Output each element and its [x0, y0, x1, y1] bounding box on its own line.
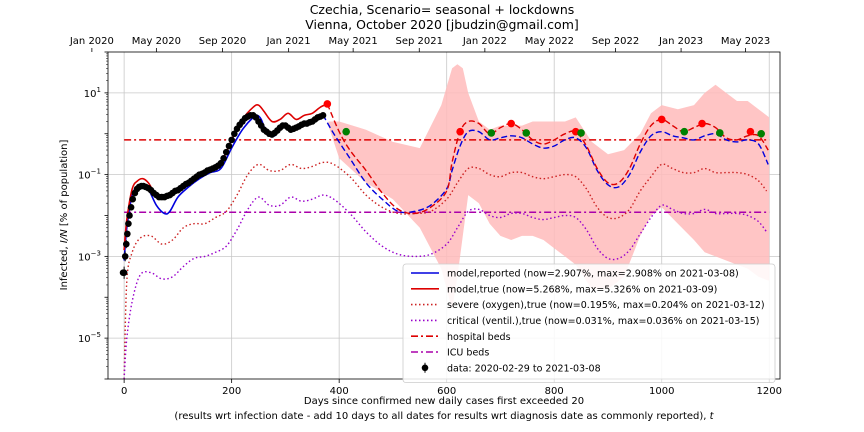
- legend-label: severe (oxygen),true (now=0.195%, max=0.…: [447, 300, 765, 311]
- top-tick-label: May 2022: [525, 36, 574, 47]
- y-tick-label: 10−5: [78, 331, 101, 345]
- max-marker: [456, 127, 464, 136]
- data-point: [319, 112, 327, 119]
- series-line-0: [123, 114, 324, 261]
- x-axis-label: Days since confirmed new daily cases fir…: [304, 396, 584, 407]
- max-marker: [698, 119, 706, 128]
- data-point: [121, 253, 129, 260]
- data-point: [129, 195, 137, 203]
- top-tick-label: Jan 2021: [266, 36, 311, 47]
- data-point: [231, 130, 238, 138]
- top-tick-label: Sep 2021: [396, 36, 443, 47]
- top-tick-label: Jan 2022: [462, 36, 507, 47]
- data-point: [126, 212, 133, 219]
- max-marker: [507, 119, 515, 128]
- data-point: [125, 220, 132, 227]
- x-tick-label: 600: [437, 386, 456, 397]
- x-tick-label: 400: [330, 386, 349, 397]
- top-tick-label: May 2023: [721, 36, 770, 47]
- max-marker: [657, 115, 666, 124]
- min-marker: [680, 127, 689, 136]
- min-marker: [757, 129, 765, 138]
- legend-box: [402, 263, 776, 383]
- legend-label: hospital beds: [447, 332, 511, 343]
- x-axis-label-note: (results wrt infection date - add 10 day…: [174, 411, 714, 422]
- legend-label: model,true (now=5.268%, max=5.326% on 20…: [447, 284, 717, 295]
- y-tick-label: 10−1: [78, 168, 101, 182]
- data-point: [124, 230, 131, 238]
- top-tick-label: Sep 2022: [592, 36, 639, 47]
- series-line-4: [322, 114, 769, 214]
- data-point-outlier: [119, 269, 127, 277]
- legend-label: critical (ventil.),true (now=0.031%, max…: [447, 316, 760, 327]
- top-tick-label: May 2020: [132, 36, 181, 47]
- x-tick-label: 0: [121, 386, 127, 397]
- max-marker: [323, 100, 332, 108]
- min-marker: [715, 129, 724, 137]
- x-tick-label: 1200: [757, 386, 782, 397]
- legend-label: data: 2020-02-29 to 2021-03-08: [447, 363, 601, 374]
- y-axis-label: Infected, I/N [% of population]: [59, 140, 70, 291]
- top-tick-label: May 2021: [328, 36, 377, 47]
- chart-subtitle: Vienna, October 2020 [jbudzin@gmail.com]: [305, 17, 579, 32]
- data-point: [222, 148, 230, 156]
- legend-label: ICU beds: [447, 348, 489, 359]
- legend: model,reported (now=2.907%, max=2.908% o…: [402, 263, 776, 383]
- data-point: [127, 204, 135, 211]
- x-tick-label: 200: [222, 386, 241, 397]
- y-tick-label: 10−3: [78, 249, 101, 263]
- data-point: [228, 136, 235, 144]
- min-marker: [522, 129, 531, 137]
- data-point: [225, 142, 233, 150]
- uncertainty-band: [328, 64, 770, 310]
- data-point: [220, 154, 227, 162]
- top-tick-label: Sep 2020: [199, 36, 246, 47]
- y-tick-label: 101: [84, 86, 101, 100]
- data-point: [122, 240, 130, 248]
- series-line-2: [123, 161, 768, 379]
- min-marker: [342, 127, 350, 136]
- x-tick-label: 800: [545, 386, 564, 397]
- y-axis: 10−5 10−3 10−1 101: [78, 51, 108, 380]
- top-tick-label: Jan 2020: [69, 36, 114, 47]
- x-tick-label: 1000: [649, 386, 674, 397]
- top-tick-label: Jan 2023: [658, 36, 703, 47]
- grid: [108, 52, 780, 379]
- plot-area: [119, 64, 770, 379]
- series-line-3: [123, 194, 768, 379]
- legend-swatch-point: [421, 364, 429, 372]
- legend-label: model,reported (now=2.907%, max=2.908% o…: [447, 269, 739, 280]
- min-marker: [487, 129, 496, 137]
- max-marker: [746, 127, 755, 136]
- min-marker: [577, 129, 585, 137]
- top-date-axis: Jan 2020 May 2020 Sep 2020 Jan 2021 May 2021…: [69, 36, 770, 52]
- data-point: [217, 159, 225, 167]
- chart-title: Czechia, Scenario= seasonal + lockdowns: [310, 2, 575, 17]
